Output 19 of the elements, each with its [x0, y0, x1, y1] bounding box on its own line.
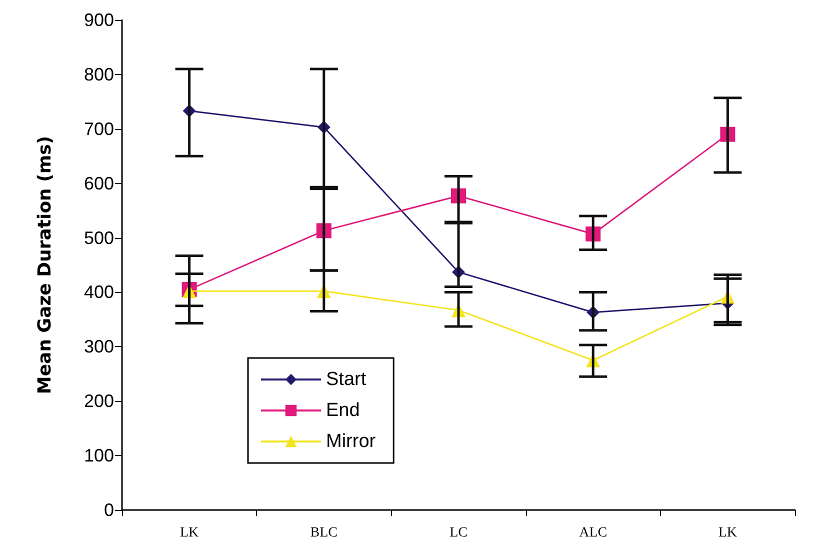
legend-label: Start	[326, 369, 367, 390]
y-tick-label: 500	[84, 228, 114, 248]
x-tick-label: LK	[180, 526, 199, 540]
y-tick-label: 600	[84, 173, 114, 194]
y-tick-label: 900	[84, 10, 114, 30]
legend-label: End	[326, 400, 360, 421]
y-tick-label: 0	[104, 500, 114, 520]
x-tick-label: ALC	[579, 526, 608, 540]
y-tick-label: 400	[84, 282, 114, 302]
y-tick-label: 700	[84, 118, 114, 139]
y-axis-title: Mean Gaze Duration (ms)	[34, 136, 56, 394]
x-tick-label: LC	[450, 526, 468, 540]
legend-label: Mirror	[326, 431, 376, 452]
x-tick-label: BLC	[310, 526, 338, 540]
x-tick-label: LK	[718, 526, 738, 540]
y-tick-label: 300	[84, 336, 114, 357]
y-tick-label: 800	[84, 64, 114, 84]
y-tick-label: 200	[84, 391, 114, 412]
y-tick-label: 100	[84, 446, 114, 466]
